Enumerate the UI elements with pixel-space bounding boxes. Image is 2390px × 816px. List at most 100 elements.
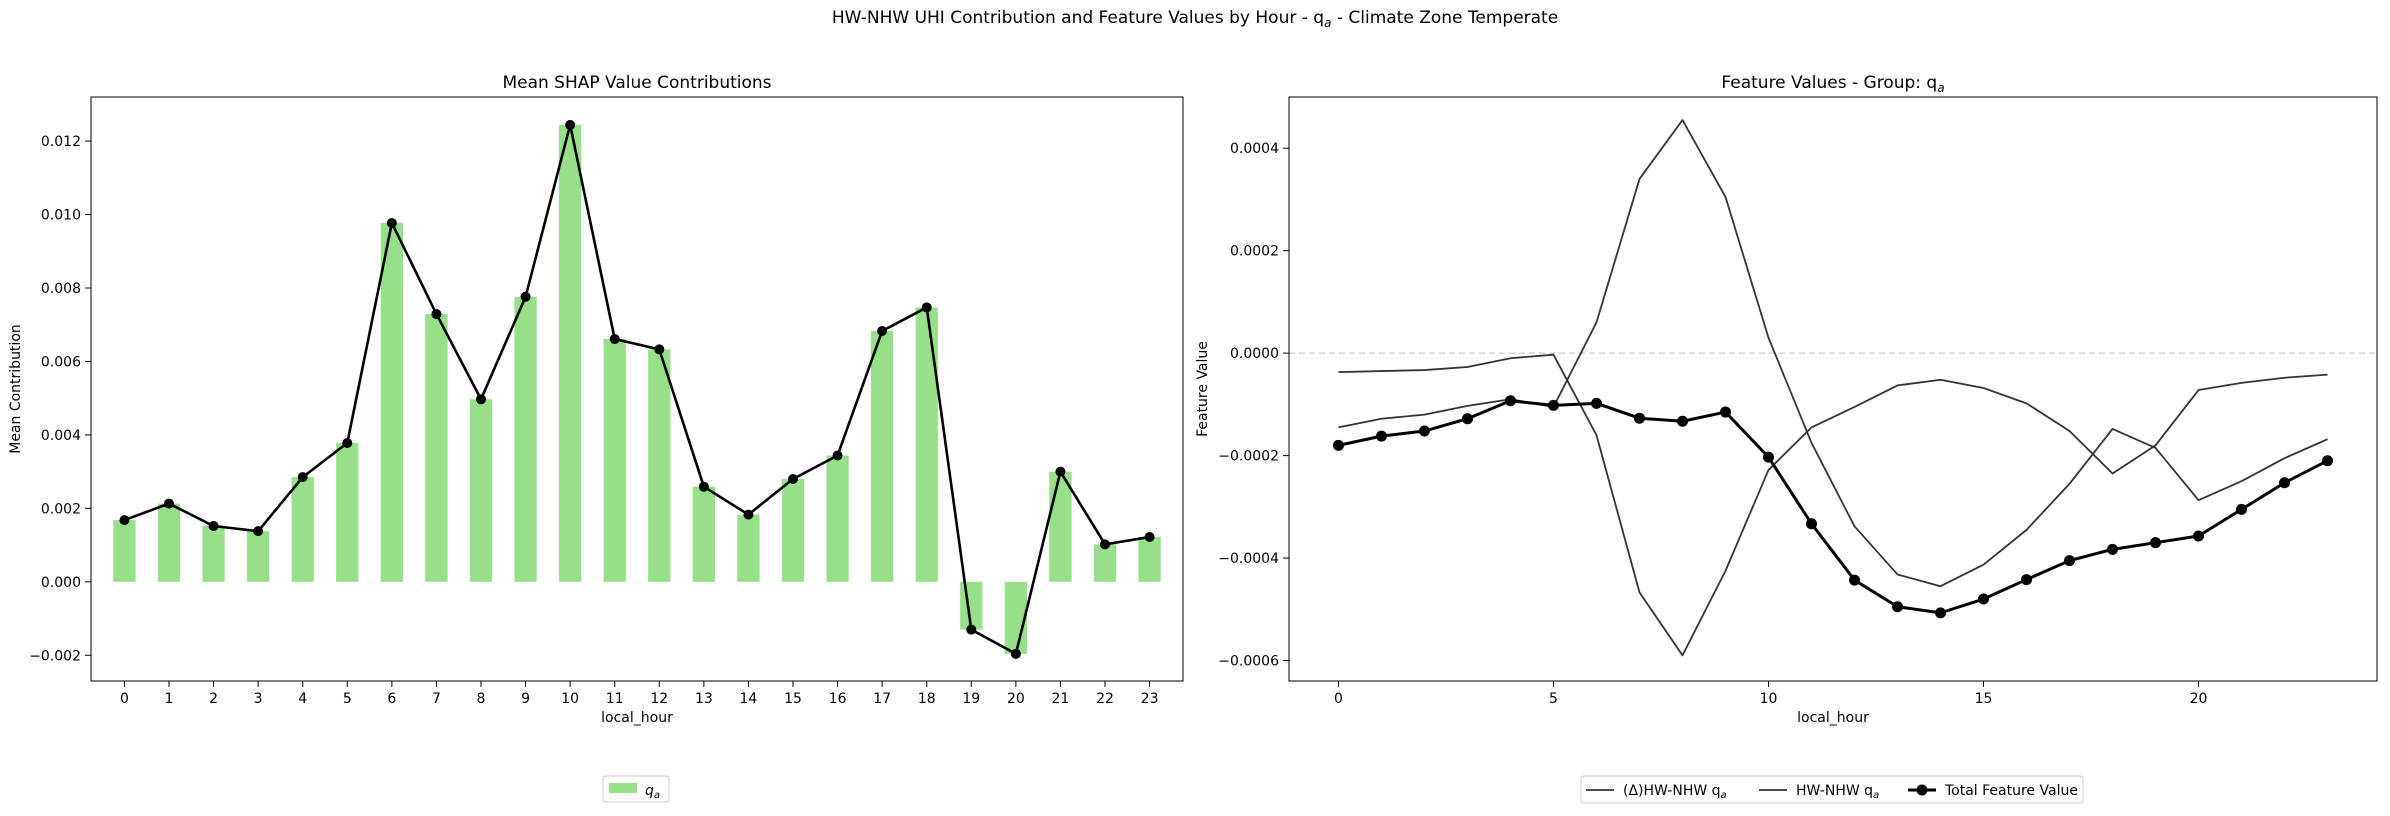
contribution-point-hour-4 <box>297 472 308 483</box>
right-y-tick-label: 0.0002 <box>1230 244 1279 260</box>
total-feature-point-hour-0 <box>1332 439 1344 451</box>
left-x-tick-label-14: 14 <box>740 691 758 707</box>
left-chart-title: Mean SHAP Value Contributions <box>502 73 771 93</box>
left-y-tick-label: 0.004 <box>41 428 81 444</box>
bar-hour-0 <box>113 520 136 582</box>
bar-hour-14 <box>737 514 760 582</box>
left-x-tick-label-23: 23 <box>1141 691 1159 707</box>
left-x-tick-label-22: 22 <box>1096 691 1114 707</box>
bar-hour-9 <box>514 296 537 582</box>
right-legend-label-hwnhw: HW-NHW qa <box>1796 783 1879 801</box>
total-feature-point-hour-19 <box>2150 537 2162 549</box>
right-legend-label-total: Total Feature Value <box>1944 783 2078 799</box>
left-x-tick-label-10: 10 <box>561 691 579 707</box>
series-line-1 <box>1338 353 2328 657</box>
series-line-2 <box>1338 399 2329 615</box>
left-x-tick-label-5: 5 <box>343 691 352 707</box>
total-feature-point-hour-12 <box>1849 574 1861 586</box>
contribution-point-hour-2 <box>208 521 219 532</box>
left-y-tick-label: 0.010 <box>41 208 81 224</box>
total-feature-point-hour-6 <box>1590 397 1602 409</box>
left-y-tick-label: −0.002 <box>29 648 81 664</box>
bar-hour-11 <box>603 339 626 582</box>
left-x-axis-label: local_hour <box>601 710 673 726</box>
contribution-point-hour-6 <box>386 217 397 228</box>
bar-hour-18 <box>915 307 938 582</box>
total-feature-point-hour-3 <box>1461 413 1473 425</box>
left-x-tick-label-17: 17 <box>873 691 891 707</box>
left-x-tick-label-6: 6 <box>387 691 396 707</box>
contribution-point-hour-14 <box>743 509 754 520</box>
bar-hour-10 <box>559 124 582 582</box>
left-y-tick-label: 0.012 <box>41 134 81 150</box>
figure-suptitle: HW-NHW UHI Contribution and Feature Valu… <box>832 8 1558 30</box>
right-y-tick-label: −0.0006 <box>1218 654 1279 670</box>
contribution-point-hour-15 <box>788 473 798 484</box>
bar-hour-8 <box>469 399 493 582</box>
right-x-tick-label: 0 <box>1334 691 1343 707</box>
contribution-point-hour-18 <box>921 302 932 313</box>
bar-hour-15 <box>781 478 805 582</box>
right-legend-marker-total <box>1916 784 1928 796</box>
right-x-tick-label: 10 <box>1760 691 1778 707</box>
total-feature-point-hour-5 <box>1547 399 1559 411</box>
contribution-point-hour-0 <box>119 515 130 526</box>
right-x-axis-label: local_hour <box>1797 710 1869 726</box>
right-y-tick-label: −0.0002 <box>1218 449 1279 465</box>
contribution-point-hour-7 <box>431 309 442 320</box>
left-plot-area: 0 1 2 3 4 5 6 7 8 9 10 11 12 13 14 15 16 17 18 19 20 21 22 23−0… <box>29 119 1161 707</box>
bar-hour-21 <box>1049 471 1072 582</box>
bar-hour-6 <box>380 222 403 582</box>
contribution-point-hour-1 <box>164 498 174 509</box>
left-y-tick-label: 0.008 <box>41 281 81 297</box>
right-chart: Feature Values - Group: qa 0 5 10 15 20 −0.00… <box>1195 73 2378 804</box>
contribution-line <box>123 123 1150 656</box>
total-feature-point-hour-2 <box>1418 425 1430 437</box>
left-x-tick-label-2: 2 <box>209 691 218 707</box>
left-x-tick-label-4: 4 <box>298 691 307 707</box>
bar-hour-22 <box>1093 544 1117 582</box>
left-y-tick-label: 0.006 <box>41 354 81 370</box>
left-legend-swatch <box>609 783 637 793</box>
contribution-point-hour-20 <box>1010 648 1021 659</box>
total-feature-point-hour-11 <box>1805 518 1817 530</box>
contribution-point-hour-16 <box>832 450 843 461</box>
left-x-tick-label-1: 1 <box>165 691 174 707</box>
bar-hour-17 <box>871 330 894 582</box>
left-x-tick-label-19: 19 <box>962 691 980 707</box>
right-y-tick-label: 0.0000 <box>1230 346 1279 362</box>
left-x-tick-label-21: 21 <box>1052 691 1070 707</box>
series-line-0 <box>1338 119 2328 588</box>
total-feature-point-hour-17 <box>2064 555 2076 567</box>
total-feature-point-hour-1 <box>1375 430 1387 442</box>
contribution-point-hour-22 <box>1100 539 1110 550</box>
contribution-point-hour-3 <box>253 526 264 537</box>
right-chart-title: Feature Values - Group: qa <box>1721 73 1944 95</box>
left-x-tick-label-12: 12 <box>650 691 668 707</box>
left-axes-frame <box>90 96 1184 682</box>
right-y-axis-label: Feature Value <box>1195 341 1211 437</box>
total-feature-point-hour-13 <box>1892 601 1904 613</box>
contribution-point-hour-19 <box>966 624 977 635</box>
contribution-point-hour-21 <box>1055 466 1066 477</box>
total-feature-point-hour-18 <box>2107 543 2119 555</box>
total-feature-point-hour-10 <box>1762 451 1774 463</box>
left-x-tick-label-3: 3 <box>254 691 263 707</box>
bar-hour-2 <box>202 526 225 582</box>
total-feature-point-hour-22 <box>2279 477 2291 489</box>
right-legend-frame <box>1580 775 2084 804</box>
total-feature-point-hour-4 <box>1504 395 1516 407</box>
contribution-point-hour-8 <box>476 394 486 405</box>
right-legend-label-delta: (Δ)HW-NHW qa <box>1623 783 1727 801</box>
right-axes-frame <box>1288 96 2378 682</box>
total-feature-point-hour-16 <box>2021 574 2033 586</box>
contribution-point-hour-11 <box>609 334 620 345</box>
total-feature-point-hour-9 <box>1719 406 1731 418</box>
contribution-point-hour-12 <box>654 344 665 355</box>
contribution-point-hour-13 <box>698 481 709 492</box>
left-legend-label: qa <box>645 783 660 801</box>
bar-hour-13 <box>692 486 715 582</box>
contribution-point-hour-5 <box>342 437 353 448</box>
